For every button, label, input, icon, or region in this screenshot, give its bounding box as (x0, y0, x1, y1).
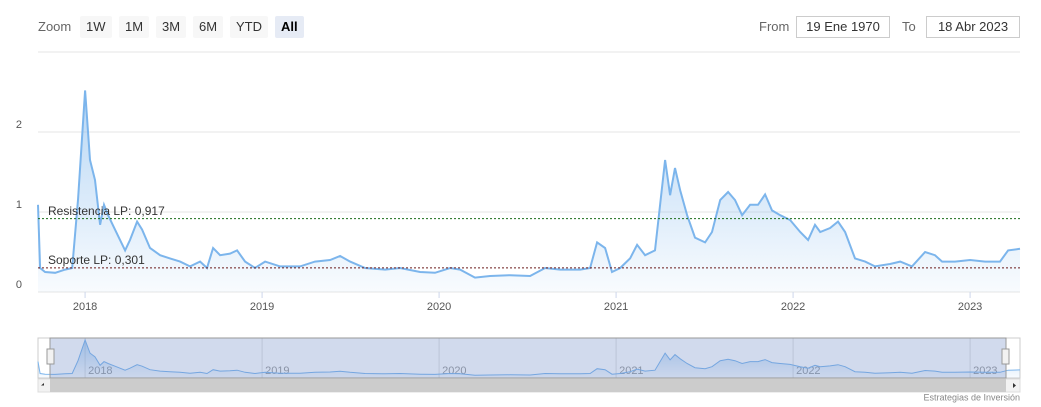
x-tick-label: 2020 (427, 301, 451, 313)
to-label: To (902, 19, 916, 34)
series-area (38, 90, 1020, 293)
y-tick-label: 2 (16, 119, 22, 131)
series-line (37, 90, 1021, 279)
scroll-right (1013, 383, 1016, 388)
y-tick-label: 0 (16, 279, 22, 291)
zoom-button[interactable]: 3M (156, 16, 187, 38)
zoom-label: Zoom (38, 19, 72, 34)
scrollbar-thumb[interactable] (50, 379, 1006, 392)
x-tick-label: 2023 (958, 301, 982, 313)
x-tick-label: 2021 (604, 301, 628, 313)
navigator-line (37, 338, 1021, 376)
zoom-button[interactable]: 6M (193, 16, 224, 38)
navigator-handle[interactable] (46, 348, 55, 365)
zoom-button[interactable]: 1M (119, 16, 150, 38)
to-input[interactable]: 18 Abr 2023 (926, 16, 1020, 38)
zoom-button[interactable]: YTD (230, 16, 268, 38)
scroll-left (41, 383, 44, 388)
navigator-handle[interactable] (1001, 348, 1010, 365)
x-tick-label: 2018 (73, 301, 97, 313)
x-tick-label: 2022 (781, 301, 805, 313)
from-input[interactable]: 19 Ene 1970 (796, 16, 890, 38)
zoom-button[interactable]: 1W (80, 16, 112, 38)
from-label: From (759, 19, 790, 34)
x-tick-label: 2019 (250, 301, 274, 313)
plot-line-label: Soporte LP: 0,301 (48, 253, 145, 267)
credits: Estrategias de Inversión (923, 392, 1020, 402)
navigator-mask (49, 337, 1007, 379)
navigator-area (38, 340, 1020, 378)
plot-line-label: Resistencia LP: 0,917 (48, 204, 165, 218)
y-tick-label: 1 (16, 199, 22, 211)
zoom-button[interactable]: All (275, 16, 304, 38)
